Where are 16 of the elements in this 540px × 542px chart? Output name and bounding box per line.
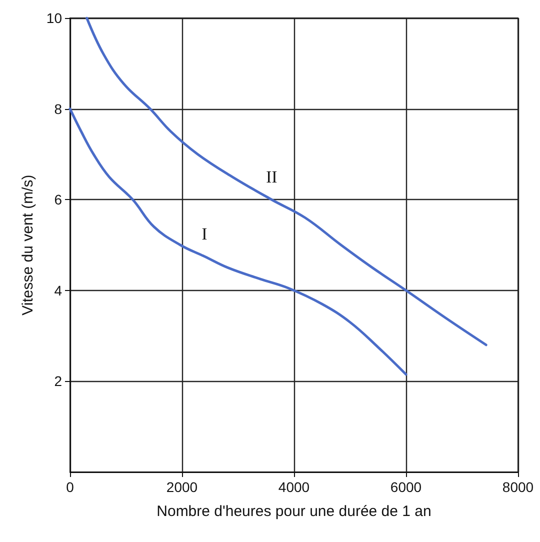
y-tick-label: 2 <box>54 373 62 390</box>
x-tick-label: 4000 <box>278 479 310 495</box>
y-tick-label: 8 <box>54 100 62 117</box>
annotation: I <box>202 224 208 244</box>
y-axis-title: Vitesse du vent (m/s) <box>20 174 37 316</box>
y-tick-label: 10 <box>46 10 62 26</box>
y-tick-label: 4 <box>54 282 62 298</box>
x-axis-title: Nombre d'heures pour une durée de 1 an <box>156 503 432 520</box>
x-tick-label: 6000 <box>390 479 422 495</box>
x-tick-label: 2000 <box>166 479 198 495</box>
x-tick-label: 0 <box>66 479 74 495</box>
y-tick-label: 6 <box>54 192 62 208</box>
line-series <box>68 108 408 376</box>
x-tick-label: 8000 <box>502 479 534 495</box>
line-series <box>86 16 488 346</box>
annotation: II <box>266 168 278 187</box>
